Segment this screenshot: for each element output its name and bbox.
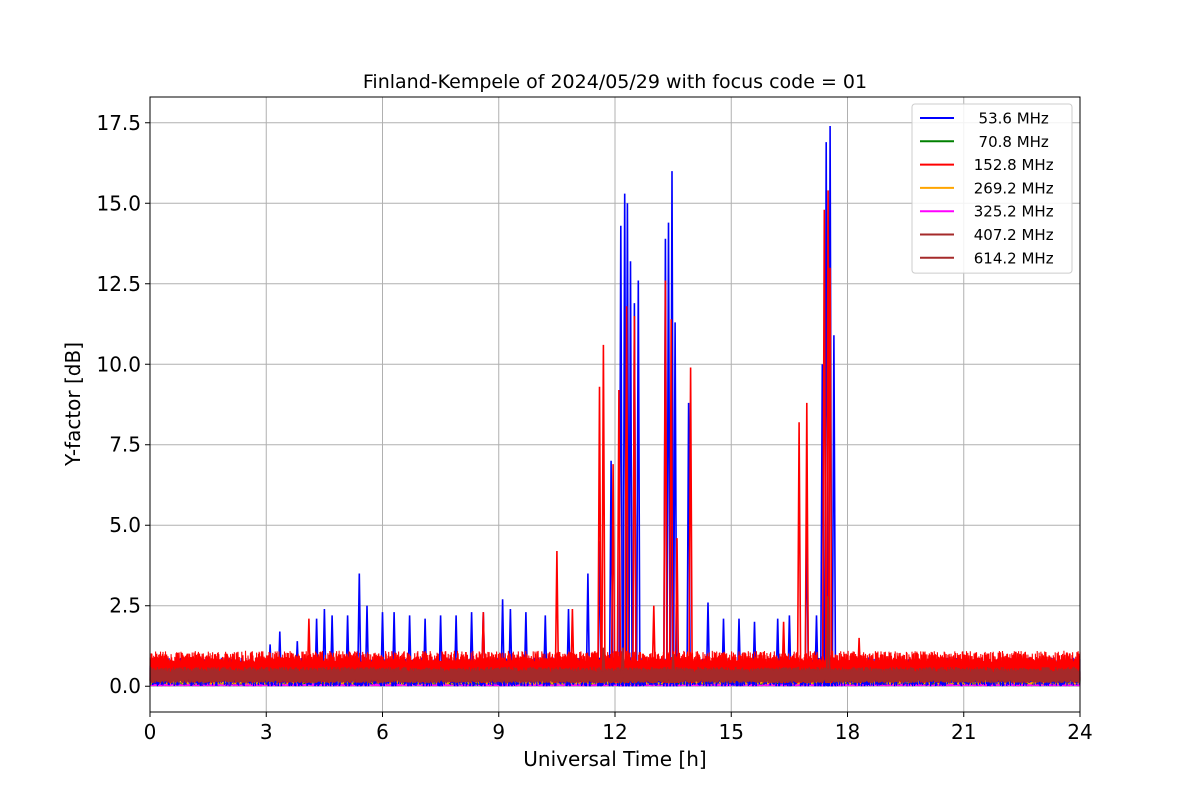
series-spike bbox=[674, 538, 680, 684]
y-tick-label: 17.5 bbox=[96, 111, 141, 135]
y-tick-label: 12.5 bbox=[96, 272, 141, 296]
series-spike bbox=[821, 209, 827, 684]
y-axis-label: Y-factor [dB] bbox=[61, 342, 85, 467]
y-tick-label: 7.5 bbox=[109, 433, 141, 457]
series-noise-band bbox=[149, 666, 1081, 684]
series-spike bbox=[624, 306, 629, 684]
legend: 53.6 MHz 70.8 MHz 152.8 MHz 269.2 MHz 32… bbox=[911, 103, 1073, 274]
y-tick-label: 2.5 bbox=[109, 594, 141, 618]
series-spike bbox=[827, 267, 833, 684]
legend-label: 614.2 MHz bbox=[969, 249, 1054, 267]
series-spike bbox=[601, 344, 606, 684]
series-spike bbox=[781, 621, 786, 684]
series-spike bbox=[796, 422, 802, 684]
x-axis-label: Universal Time [h] bbox=[523, 747, 706, 771]
series-spike bbox=[663, 280, 668, 684]
x-tick-label: 15 bbox=[719, 720, 744, 744]
series-spike bbox=[585, 573, 591, 687]
legend-label: 53.6 MHz bbox=[969, 110, 1049, 128]
legend-label: 152.8 MHz bbox=[969, 156, 1054, 174]
legend-label: 269.2 MHz bbox=[969, 179, 1054, 197]
series-spike bbox=[554, 550, 560, 684]
x-tick-label: 18 bbox=[835, 720, 860, 744]
series-spike bbox=[804, 402, 810, 684]
x-tick-label: 3 bbox=[260, 720, 273, 744]
y-tick-label: 15.0 bbox=[96, 191, 141, 215]
legend-label: 407.2 MHz bbox=[969, 226, 1054, 244]
legend-label: 70.8 MHz bbox=[969, 133, 1049, 151]
series-spike bbox=[688, 367, 693, 684]
series-spike bbox=[651, 605, 657, 684]
x-tick-label: 6 bbox=[376, 720, 389, 744]
chart-title: Finland-Kempele of 2024/05/29 with focus… bbox=[363, 71, 867, 93]
tick-layer: 0 3 6 9 12 15 18 21 24 0.0 2.5 5.0 7.5 10.0 12.5 15.0 17… bbox=[96, 111, 1092, 744]
y-tick-label: 5.0 bbox=[109, 513, 141, 537]
series-spike bbox=[610, 464, 616, 684]
series-spike bbox=[620, 647, 626, 684]
x-tick-label: 12 bbox=[602, 720, 627, 744]
series-spike bbox=[632, 315, 637, 684]
series-spike bbox=[597, 386, 602, 684]
series-spike bbox=[628, 261, 633, 687]
y-tick-label: 0.0 bbox=[109, 674, 141, 698]
data-layer bbox=[149, 125, 1081, 687]
series-spike bbox=[825, 596, 831, 684]
series-spike bbox=[356, 573, 362, 687]
x-tick-label: 9 bbox=[492, 720, 505, 744]
series-spike bbox=[480, 612, 486, 684]
legend-label: 325.2 MHz bbox=[969, 203, 1054, 221]
series-spike bbox=[635, 280, 641, 687]
series-spike bbox=[616, 389, 622, 684]
series-spike bbox=[570, 608, 575, 684]
series-spike bbox=[306, 618, 312, 684]
x-tick-label: 21 bbox=[951, 720, 976, 744]
series-614.2-mhz bbox=[149, 596, 1081, 684]
x-tick-label: 24 bbox=[1067, 720, 1092, 744]
series-spike bbox=[668, 319, 674, 684]
y-tick-label: 10.0 bbox=[96, 352, 141, 376]
series-spike bbox=[831, 335, 837, 687]
series-152.8-mhz bbox=[149, 190, 1081, 684]
legend-box bbox=[911, 103, 1073, 274]
x-tick-label: 0 bbox=[144, 720, 157, 744]
